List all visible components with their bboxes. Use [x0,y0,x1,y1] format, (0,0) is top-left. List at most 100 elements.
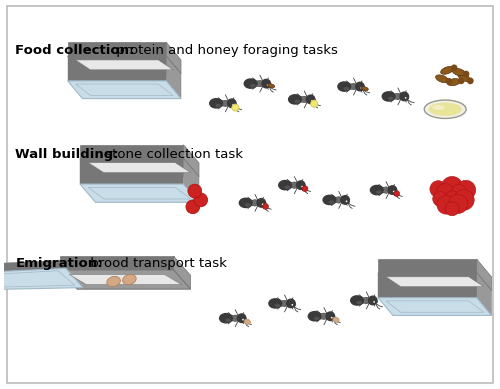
Circle shape [267,84,268,86]
Ellipse shape [274,304,280,307]
Ellipse shape [290,182,298,188]
Circle shape [238,314,246,322]
Circle shape [445,202,459,216]
Polygon shape [88,163,190,173]
Circle shape [393,191,394,192]
Ellipse shape [320,313,328,319]
Circle shape [437,196,456,214]
Polygon shape [70,275,182,285]
Ellipse shape [220,102,222,105]
Ellipse shape [220,314,232,323]
Ellipse shape [334,197,343,203]
Ellipse shape [268,84,274,88]
Polygon shape [184,145,199,177]
Circle shape [405,97,406,99]
Circle shape [302,186,303,187]
Circle shape [456,180,475,200]
Ellipse shape [436,75,448,83]
Ellipse shape [394,93,402,100]
Circle shape [446,78,452,85]
Ellipse shape [452,68,466,76]
Ellipse shape [278,180,291,190]
Ellipse shape [230,317,232,320]
Polygon shape [68,56,166,81]
Circle shape [442,177,462,198]
Ellipse shape [231,315,239,321]
Circle shape [356,82,364,91]
Ellipse shape [349,83,358,90]
Ellipse shape [338,82,350,91]
Polygon shape [184,159,199,202]
Ellipse shape [323,195,336,205]
Ellipse shape [250,84,256,88]
Polygon shape [378,273,492,291]
Circle shape [445,191,459,205]
Circle shape [242,319,244,321]
Text: stone collection task: stone collection task [101,148,243,161]
Circle shape [262,79,270,88]
Circle shape [394,191,400,196]
Polygon shape [378,273,476,298]
Ellipse shape [240,198,252,207]
Ellipse shape [376,191,382,194]
Circle shape [458,77,464,84]
Circle shape [228,99,236,108]
Circle shape [454,189,474,210]
Ellipse shape [333,317,339,322]
Ellipse shape [360,299,364,302]
Ellipse shape [244,79,257,88]
Ellipse shape [440,67,454,74]
Polygon shape [166,56,181,98]
Circle shape [400,92,408,101]
Ellipse shape [432,105,445,110]
Circle shape [232,104,239,111]
Circle shape [262,203,268,209]
Ellipse shape [269,299,281,308]
Ellipse shape [447,79,460,86]
Circle shape [188,184,202,198]
Polygon shape [378,298,492,315]
Ellipse shape [314,317,320,320]
Circle shape [296,181,305,189]
Circle shape [186,200,200,214]
Ellipse shape [392,95,395,98]
Circle shape [310,100,318,107]
Ellipse shape [382,92,395,101]
Ellipse shape [216,104,221,107]
Ellipse shape [250,200,259,206]
FancyBboxPatch shape [6,6,494,383]
Polygon shape [68,81,181,98]
Circle shape [430,181,446,198]
Ellipse shape [348,85,350,88]
Ellipse shape [458,73,470,82]
Text: Wall building:: Wall building: [16,148,119,161]
Ellipse shape [122,274,136,285]
Text: brood transport task: brood transport task [86,257,227,270]
Circle shape [452,184,466,200]
Text: Emigration:: Emigration: [16,257,103,270]
Polygon shape [378,259,476,273]
Circle shape [462,71,469,77]
Circle shape [194,193,207,207]
Ellipse shape [288,95,302,104]
Ellipse shape [370,186,383,194]
Polygon shape [386,277,484,287]
Polygon shape [68,56,181,74]
Ellipse shape [279,302,281,305]
Circle shape [346,200,348,202]
Ellipse shape [300,96,308,103]
Circle shape [232,104,234,105]
Ellipse shape [107,277,120,287]
Ellipse shape [245,203,250,207]
Polygon shape [174,256,190,289]
Ellipse shape [250,202,252,204]
Circle shape [341,196,349,204]
Circle shape [448,194,468,214]
Circle shape [360,87,362,89]
Ellipse shape [344,87,349,91]
Circle shape [467,77,473,84]
Ellipse shape [280,300,289,307]
Ellipse shape [308,312,321,321]
Polygon shape [0,268,83,290]
Circle shape [388,186,396,194]
